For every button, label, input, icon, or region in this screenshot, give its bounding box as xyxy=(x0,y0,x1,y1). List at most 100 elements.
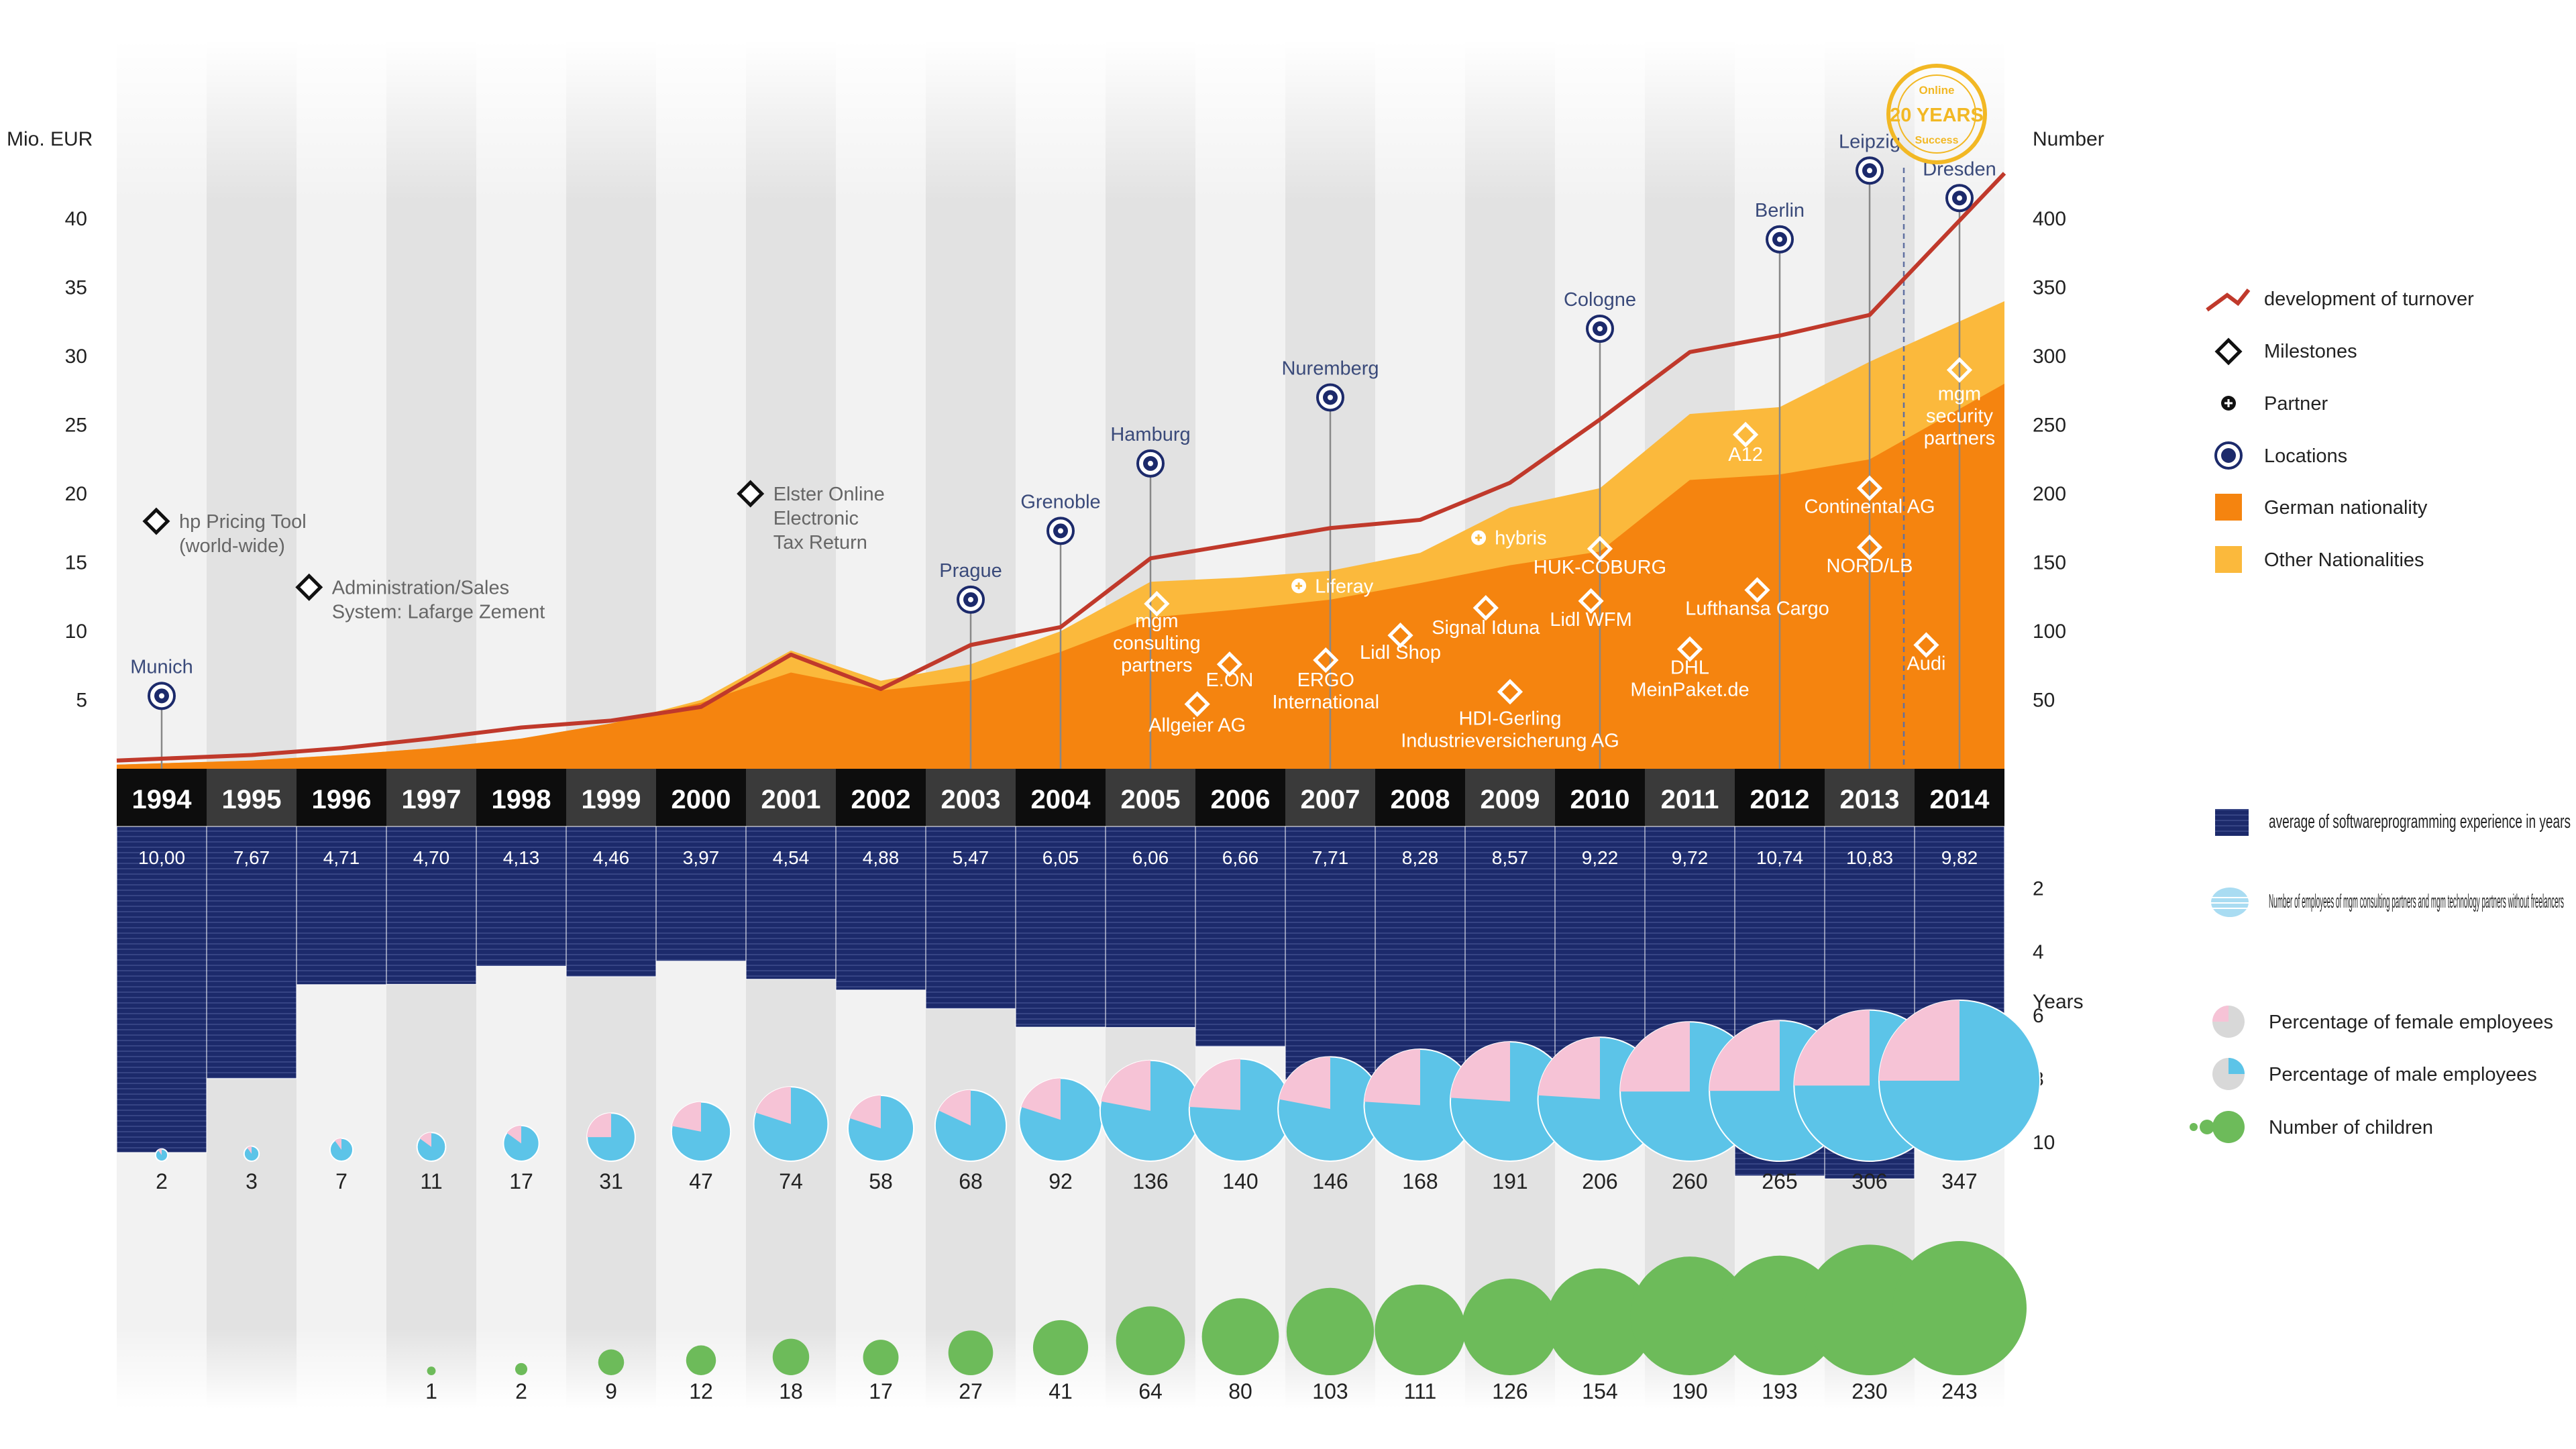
left-axis-tick: 10 xyxy=(65,621,87,643)
stamp-bottom-text: Success xyxy=(1915,135,1959,146)
stamp-inner-ring xyxy=(1897,74,1976,154)
children-count-label: 154 xyxy=(1582,1379,1617,1403)
children-bubble xyxy=(1201,1298,1279,1375)
legend-experience-swatch xyxy=(2215,809,2249,836)
legend-partner-plus xyxy=(2224,399,2233,407)
location-center xyxy=(1148,460,1153,466)
location-center xyxy=(1777,236,1782,242)
children-count-label: 126 xyxy=(1492,1379,1527,1403)
client-diamond xyxy=(1587,535,1613,562)
employee-count-label: 260 xyxy=(1672,1169,1707,1193)
experience-bar xyxy=(206,826,297,1079)
employee-pie-female-slice xyxy=(755,1087,791,1124)
experience-axis-unit: Years xyxy=(2033,991,2084,1013)
year-label: 2001 xyxy=(761,785,821,814)
children-count-label: 1 xyxy=(425,1379,437,1403)
employee-pie-female-slice xyxy=(334,1138,341,1150)
anniversary-stamp: Online 20 YEARS Success xyxy=(1886,64,1987,164)
client-diamond xyxy=(1216,651,1243,678)
employee-count-label: 92 xyxy=(1049,1169,1073,1193)
client-diamond xyxy=(1732,421,1759,447)
location-label: Leipzig xyxy=(1839,131,1900,152)
employee-count-label: 3 xyxy=(246,1169,258,1193)
right-axis-tick: 200 xyxy=(2033,483,2066,505)
legend-children-dot-large xyxy=(2212,1111,2245,1143)
location-label: Cologne xyxy=(1564,289,1636,311)
children-count-label: 18 xyxy=(779,1379,803,1403)
column-bands xyxy=(117,40,2004,1409)
employee-pie-female-slice xyxy=(158,1148,162,1155)
right-axis-tick: 350 xyxy=(2033,277,2066,299)
client-diamond xyxy=(1856,475,1883,501)
children-count-label: 17 xyxy=(869,1379,893,1403)
left-axis-tick: 25 xyxy=(65,415,87,437)
employee-pie-female-slice xyxy=(938,1089,971,1126)
client-diamond xyxy=(1744,577,1770,603)
employee-pie-female-slice xyxy=(1879,1000,1960,1081)
year-cell xyxy=(926,769,1016,826)
right-axis-tick: 100 xyxy=(2033,621,2066,643)
year-cell xyxy=(1016,769,1106,826)
right-axis-tick: 400 xyxy=(2033,208,2066,230)
client-diamond xyxy=(1578,588,1604,614)
client-label: Allgeier AG xyxy=(1148,715,1246,737)
employee-pie-female-slice xyxy=(1364,1049,1420,1106)
legend-children-dot-small xyxy=(2190,1123,2198,1131)
year-label: 1994 xyxy=(132,785,193,814)
column-band xyxy=(297,40,386,1409)
experience-value: 4,13 xyxy=(503,847,540,868)
year-label: 1999 xyxy=(582,785,641,814)
legend-employees-label: Number of employees of mgm consulting pa… xyxy=(2269,891,2564,912)
employee-count-label: 7 xyxy=(335,1169,347,1193)
location-label: Munich xyxy=(130,656,193,678)
milestone-label: Elster Online xyxy=(773,484,885,505)
client-label: Liferay xyxy=(1315,576,1374,597)
right-axis-title: Number xyxy=(2033,128,2104,150)
experience-value: 4,46 xyxy=(593,847,630,868)
milestone-diamond xyxy=(295,573,323,601)
location-marker xyxy=(148,682,176,710)
children-bubble xyxy=(1892,1241,2027,1375)
client-label: International xyxy=(1272,692,1379,713)
experience-bar xyxy=(925,826,1016,1010)
children-count-label: 80 xyxy=(1228,1379,1252,1403)
location-label: Hamburg xyxy=(1110,424,1190,445)
legend-partner-label: Partner xyxy=(2264,393,2328,415)
experience-bar xyxy=(476,826,567,967)
experience-value: 6,06 xyxy=(1132,847,1169,868)
experience-value: 9,22 xyxy=(1582,847,1619,868)
legend-female-label: Percentage of female employees xyxy=(2269,1012,2553,1033)
employee-count-label: 31 xyxy=(599,1169,623,1193)
milestone-label: Tax Return xyxy=(773,532,867,553)
year-label: 2014 xyxy=(1930,785,1990,814)
client-label: A12 xyxy=(1728,444,1763,466)
client-diamond xyxy=(1856,534,1883,561)
client-diamond xyxy=(1913,632,1939,658)
legend-other-swatch xyxy=(2215,546,2242,573)
experience-value: 9,72 xyxy=(1672,847,1709,868)
location-marker xyxy=(1586,315,1614,343)
location-center xyxy=(159,693,164,699)
employee-count-label: 146 xyxy=(1312,1169,1348,1193)
left-axis-tick: 15 xyxy=(65,552,87,574)
experience-bar xyxy=(566,826,657,977)
experience-bar xyxy=(745,826,837,980)
year-cell xyxy=(656,769,746,826)
milestone-label: Electronic xyxy=(773,508,859,529)
year-cell xyxy=(836,769,926,826)
year-cell xyxy=(1645,769,1735,826)
client-label: MeinPaket.de xyxy=(1630,680,1749,701)
location-marker xyxy=(1945,184,1974,213)
left-axis-title: Mio. EUR xyxy=(7,128,93,150)
legend-children-label: Number of children xyxy=(2269,1117,2433,1138)
year-cell xyxy=(1195,769,1285,826)
children-bubble xyxy=(1032,1320,1089,1375)
children-bubble xyxy=(1546,1268,1654,1375)
client-label: security xyxy=(1926,406,1993,427)
employee-count-label: 136 xyxy=(1132,1169,1168,1193)
children-count-label: 190 xyxy=(1672,1379,1707,1403)
children-bubble xyxy=(1286,1287,1375,1375)
experience-axis-tick: 2 xyxy=(2033,878,2044,900)
client-label: consulting xyxy=(1113,633,1201,654)
year-label: 1998 xyxy=(492,785,551,814)
